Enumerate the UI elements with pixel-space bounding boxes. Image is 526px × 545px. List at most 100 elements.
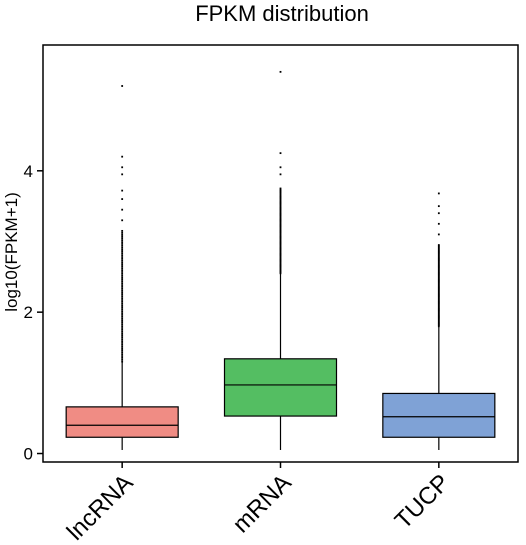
outlier-point xyxy=(279,219,282,221)
outlier-point xyxy=(437,323,440,325)
outlier-point xyxy=(437,258,440,260)
outlier-point xyxy=(121,278,124,281)
outlier-point xyxy=(437,290,440,293)
outlier-point xyxy=(437,260,440,263)
outlier-point xyxy=(279,211,282,214)
outlier-point xyxy=(437,282,440,285)
outlier-point xyxy=(121,319,124,322)
outlier-point xyxy=(279,244,282,247)
outlier-point xyxy=(279,227,282,230)
outlier-point xyxy=(437,254,440,257)
outlier-point xyxy=(437,255,440,258)
outlier-point xyxy=(121,287,124,290)
outlier-point xyxy=(437,316,440,318)
outlier-point xyxy=(279,228,282,231)
outlier-point xyxy=(279,203,282,206)
outlier-point xyxy=(437,253,440,256)
outlier-point xyxy=(437,307,440,310)
outlier-point xyxy=(279,254,282,257)
outlier-point xyxy=(437,324,440,327)
outlier-point xyxy=(437,314,440,317)
outlier-point xyxy=(279,166,282,169)
outlier-point xyxy=(121,328,124,331)
outlier-point xyxy=(279,214,282,217)
x-tick-label-mrna: mRNA xyxy=(228,469,297,538)
outlier-point xyxy=(279,249,282,252)
outlier-point xyxy=(437,299,440,302)
outlier-point xyxy=(121,219,124,222)
outlier-point xyxy=(279,260,282,263)
outlier-point xyxy=(121,334,124,337)
x-tick-label-lncrna: lncRNA xyxy=(62,469,139,545)
y-tick-label: 4 xyxy=(24,162,33,181)
outlier-point xyxy=(437,268,440,271)
outlier-point xyxy=(279,223,282,226)
outlier-point xyxy=(121,357,124,359)
outlier-point xyxy=(121,241,124,243)
outlier-point xyxy=(437,306,440,309)
outlier-point xyxy=(279,237,282,240)
outlier-point xyxy=(437,261,440,264)
outlier-point xyxy=(279,263,282,266)
outlier-point xyxy=(121,265,124,268)
outlier-point xyxy=(437,281,440,284)
outlier-point xyxy=(121,293,124,296)
outlier-point xyxy=(437,244,440,246)
outlier-point xyxy=(121,306,124,309)
outlier-point xyxy=(121,291,124,294)
outlier-point xyxy=(279,243,282,246)
outlier-point xyxy=(279,232,282,235)
outlier-point xyxy=(437,285,440,288)
outlier-point xyxy=(279,262,282,265)
outlier-point xyxy=(121,297,124,300)
outlier-point xyxy=(437,275,440,278)
box-group-lncrna xyxy=(65,85,179,450)
outlier-point xyxy=(279,229,282,232)
outlier-point xyxy=(121,353,124,356)
outlier-point xyxy=(437,317,440,320)
outlier-point xyxy=(279,233,282,236)
outlier-point xyxy=(121,315,124,318)
outlier-point xyxy=(437,247,440,250)
outlier-point xyxy=(121,263,124,266)
outlier-point xyxy=(121,271,124,273)
outlier-point xyxy=(121,310,124,313)
y-axis-label: log10(FPKM+1) xyxy=(2,192,21,312)
boxes-layer xyxy=(65,70,496,450)
outlier-point xyxy=(121,155,124,158)
outlier-point xyxy=(121,347,124,350)
outlier-point xyxy=(121,343,124,346)
outlier-point xyxy=(279,209,282,212)
outlier-point xyxy=(279,215,282,218)
outlier-point xyxy=(121,269,124,272)
outlier-point xyxy=(121,295,124,298)
outlier-point xyxy=(279,242,282,244)
outlier-point xyxy=(279,250,282,253)
outlier-point xyxy=(279,189,282,192)
outlier-point xyxy=(121,312,124,314)
outlier-point xyxy=(437,312,440,315)
outlier-point xyxy=(437,265,440,267)
outlier-point xyxy=(279,188,282,191)
outlier-point xyxy=(121,317,124,320)
outlier-point xyxy=(437,274,440,277)
outlier-point xyxy=(279,205,282,208)
outlier-point xyxy=(121,355,124,357)
outlier-point xyxy=(437,313,440,316)
outlier-point xyxy=(121,189,124,192)
outlier-point xyxy=(121,282,124,285)
outlier-point xyxy=(279,253,282,255)
outlier-point xyxy=(279,259,282,261)
outlier-point xyxy=(279,269,282,272)
outlier-point xyxy=(121,314,124,316)
outlier-point xyxy=(121,351,124,354)
y-tick-label: 0 xyxy=(24,445,33,464)
outlier-point xyxy=(279,210,282,213)
outlier-point xyxy=(437,301,440,303)
outlier-point xyxy=(279,239,282,242)
outlier-point xyxy=(437,256,440,259)
x-axis: lncRNA mRNA TUCP xyxy=(62,462,455,545)
outlier-point xyxy=(121,321,124,324)
outlier-point xyxy=(437,249,440,252)
outlier-point xyxy=(279,216,282,219)
